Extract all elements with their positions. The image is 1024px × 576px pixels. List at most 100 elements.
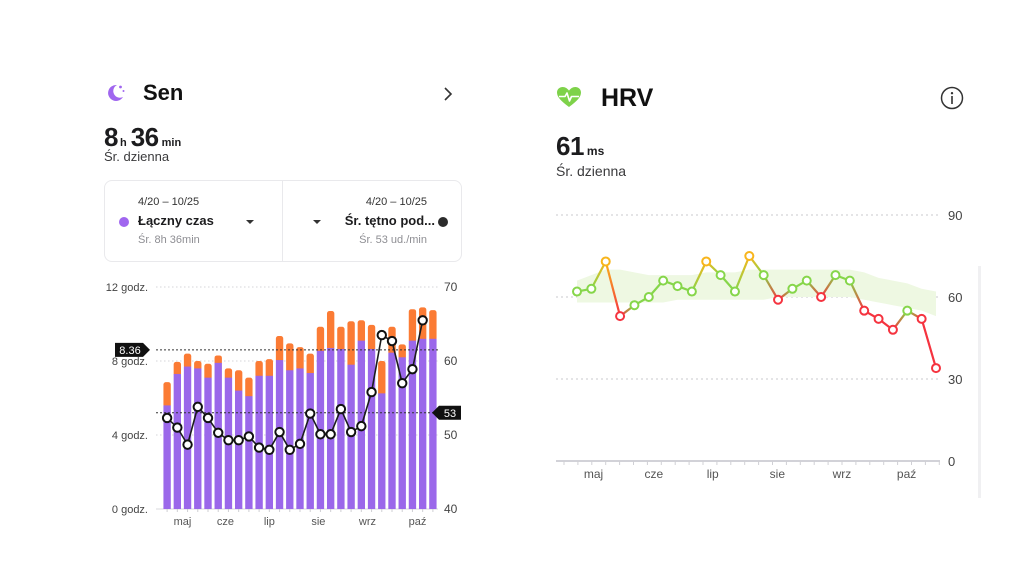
hrv-line-segment — [920, 317, 938, 370]
hrv-summary-label: Śr. dzienna — [556, 163, 627, 179]
left-metric-average: Śr. 8h 36min — [138, 234, 200, 246]
x-tick-label: maj — [174, 516, 192, 528]
bar-extra-sleep — [163, 382, 171, 408]
hrv-point — [729, 286, 740, 297]
reference-badge-left — [115, 342, 150, 357]
bar-main-sleep — [378, 393, 386, 509]
x-tick-label: sie — [770, 467, 786, 481]
bar-extra-sleep — [398, 344, 406, 360]
metric-selector-card: 4/20 – 10/25 Łączny czas Śr. 8h 36min 4/… — [104, 180, 462, 262]
x-tick-label: paź — [409, 516, 427, 528]
heart-rate-point — [366, 386, 377, 398]
bar-extra-sleep — [286, 343, 294, 373]
selector-divider — [282, 181, 283, 261]
bar-extra-sleep — [214, 355, 222, 365]
x-tick-label: cze — [217, 516, 234, 528]
sleep-hours: 8 — [104, 122, 118, 152]
bar-main-sleep — [388, 352, 396, 509]
bar-extra-sleep — [337, 326, 345, 351]
bar-main-sleep — [418, 338, 427, 509]
y-tick-label: 0 — [948, 454, 955, 469]
heart-rate-point — [376, 329, 387, 341]
hrv-point — [873, 313, 884, 324]
hrv-point — [758, 270, 769, 281]
metric-selector-right[interactable]: 4/20 – 10/25 Śr. tętno pod... Śr. 53 ud.… — [283, 181, 461, 261]
info-icon[interactable] — [940, 86, 964, 110]
bar-extra-sleep — [265, 359, 274, 378]
bar-extra-sleep — [275, 336, 284, 363]
hrv-point — [902, 305, 913, 316]
sleep-summary-label: Śr. dzienna — [104, 149, 170, 164]
heart-rate-point — [315, 429, 326, 440]
heart-rate-point — [202, 412, 214, 424]
hrv-point — [686, 286, 697, 297]
heart-rate-point — [386, 335, 398, 347]
bar-extra-sleep — [296, 347, 304, 371]
y-tick-label-left: 12 godz. — [106, 282, 148, 294]
scrollbar[interactable] — [978, 266, 981, 498]
bar-main-sleep — [194, 368, 202, 509]
bar-extra-sleep — [224, 368, 233, 380]
bar-main-sleep — [429, 338, 437, 509]
heart-pulse-icon — [557, 87, 581, 107]
bar-main-sleep — [326, 348, 335, 509]
sleep-summary: 8 h 36 min — [104, 122, 181, 153]
hrv-line-segment — [604, 260, 622, 318]
right-metric-label: Śr. tętno pod... — [344, 213, 435, 228]
heart-rate-point — [161, 412, 173, 424]
dropdown-caret-icon[interactable] — [313, 220, 321, 224]
y-tick-label-right: 50 — [444, 428, 458, 442]
heart-rate-point — [223, 434, 234, 446]
hrv-point — [701, 256, 712, 267]
heart-rate-point — [264, 444, 275, 456]
bar-extra-sleep — [173, 361, 182, 376]
bar-extra-sleep — [316, 326, 325, 353]
heart-rate-point — [356, 420, 367, 432]
hrv-value: 61 — [556, 131, 584, 161]
hrv-point — [916, 313, 927, 324]
y-tick-label: 30 — [948, 372, 962, 387]
hrv-point — [931, 363, 941, 374]
bar-main-sleep — [183, 366, 192, 509]
bar-main-sleep — [204, 377, 212, 509]
bar-main-sleep — [408, 340, 417, 509]
hrv-line-segment — [590, 260, 607, 290]
right-metric-average: Śr. 53 ud./min — [359, 234, 427, 246]
x-tick-label: cze — [645, 467, 664, 481]
y-tick-label-right: 70 — [444, 280, 458, 294]
bar-extra-sleep — [367, 324, 376, 351]
dropdown-caret-icon[interactable] — [246, 220, 254, 224]
heart-rate-point — [284, 444, 295, 456]
y-tick-label-left: 4 godz. — [112, 430, 148, 442]
bar-main-sleep — [173, 373, 182, 509]
bar-main-sleep — [286, 370, 294, 509]
bar-extra-sleep — [378, 361, 386, 396]
moon-stars-icon — [108, 84, 125, 101]
heart-rate-point — [172, 422, 183, 433]
x-tick-label: paź — [897, 467, 916, 481]
sleep-minutes-unit: min — [161, 137, 182, 149]
chevron-right-icon[interactable] — [442, 86, 454, 102]
left-date-range: 4/20 – 10/25 — [138, 196, 200, 208]
hrv-point — [887, 324, 898, 335]
heart-rate-point — [305, 408, 316, 419]
bar-extra-sleep — [306, 353, 314, 376]
hrv-summary: 61 ms — [556, 131, 604, 162]
sleep-chart: 0 godz. 4 godz. 8 godz. 12 godz. 40 50 60 70 8.3… — [106, 280, 461, 528]
heart-rate-point — [397, 378, 408, 389]
y-tick-label: 60 — [948, 290, 962, 305]
metric-selector-left[interactable]: 4/20 – 10/25 Łączny czas Śr. 8h 36min — [105, 181, 282, 261]
hrv-point — [572, 286, 582, 297]
heart-rate-point — [325, 429, 336, 440]
bar-extra-sleep — [183, 353, 192, 369]
bar-main-sleep — [367, 348, 376, 509]
hrv-title: HRV — [601, 84, 654, 112]
hrv-point — [586, 283, 597, 294]
bar-extra-sleep — [194, 361, 202, 371]
heart-rate-point — [274, 426, 285, 438]
bar-extra-sleep — [326, 311, 335, 351]
bar-extra-sleep — [255, 361, 263, 378]
heart-rate-point — [233, 434, 244, 446]
heart-rate-point — [294, 438, 306, 450]
heart-rate-point — [243, 431, 255, 442]
